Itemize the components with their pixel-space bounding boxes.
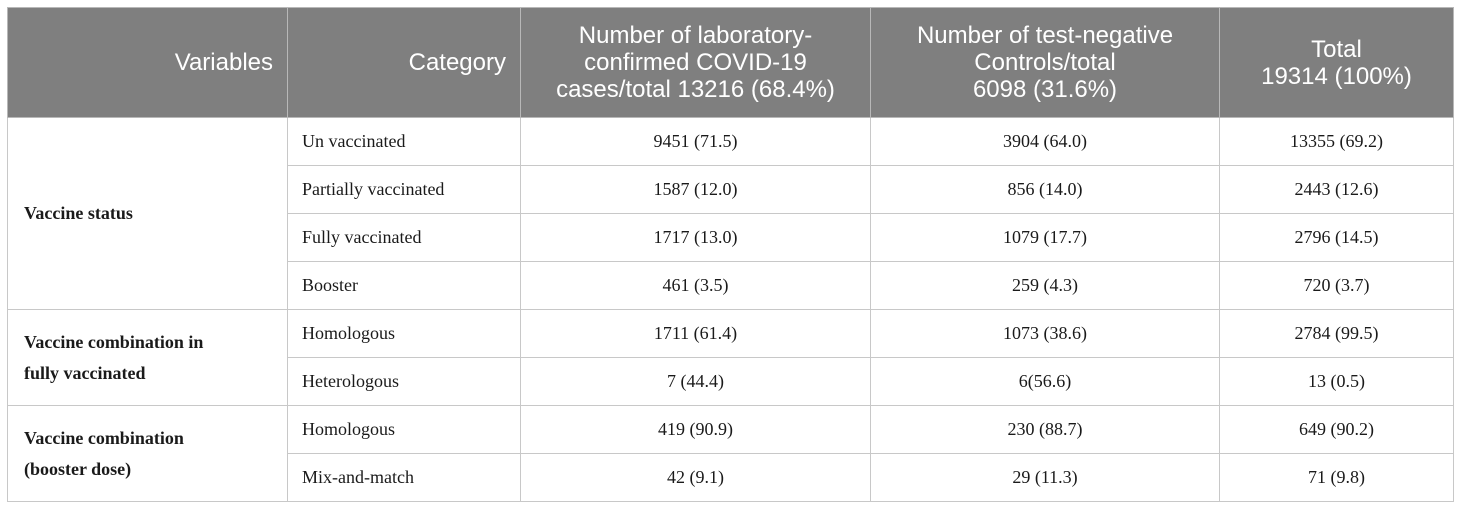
total-cell: 2796 (14.5) [1219,213,1454,262]
category-cell: Un vaccinated [287,117,521,166]
table-row: Mix-and-match 42 (9.1) 29 (11.3) 71 (9.8… [8,453,1454,502]
cases-cell: 1711 (61.4) [520,309,871,358]
header-total-line: Total [1311,35,1362,63]
cases-cell: 42 (9.1) [520,453,871,502]
table-row: Vaccine combination (booster dose) Homol… [7,405,1454,502]
category-cell: Booster [287,261,521,310]
cases-cell: 7 (44.4) [520,357,871,406]
header-controls-line: Number of test-negative [916,22,1174,49]
controls-cell: 230 (88.7) [870,405,1220,454]
category-cell: Homologous [287,405,521,454]
header-controls-line: 6098 (31.6%) [972,76,1118,103]
total-cell: 71 (9.8) [1219,453,1454,502]
controls-cell: 1073 (38.6) [870,309,1220,358]
group-label-combination-booster: Vaccine combination (booster dose) [7,405,288,502]
group-label-vaccine-status: Vaccine status [7,117,288,310]
header-total-line: 19314 (100%) [1261,62,1412,90]
header-category-label: Category [408,49,506,76]
header-total: Total 19314 (100%) [1219,7,1454,118]
category-cell: Partially vaccinated [287,165,521,214]
controls-cell: 6(56.6) [870,357,1220,406]
controls-cell: 3904 (64.0) [870,117,1220,166]
category-cell: Fully vaccinated [287,213,521,262]
total-cell: 2443 (12.6) [1219,165,1454,214]
header-cases-line: cases/total 13216 (68.4%) [556,76,835,103]
controls-cell: 259 (4.3) [870,261,1220,310]
controls-cell: 1079 (17.7) [870,213,1220,262]
table-row: Heterologous 7 (44.4) 6(56.6) 13 (0.5) [8,357,1454,406]
header-category: Category [287,7,521,118]
group-label-line: (booster dose) [24,458,132,479]
total-cell: 13 (0.5) [1219,357,1454,406]
header-controls-line: Controls/total [974,49,1116,76]
header-cases-line: Number of laboratory- [578,22,813,49]
group-label-line: fully vaccinated [24,362,146,383]
table-row: Booster 461 (3.5) 259 (4.3) 720 (3.7) [8,261,1454,310]
total-cell: 720 (3.7) [1219,261,1454,310]
header-controls: Number of test-negative Controls/total 6… [870,7,1220,118]
table-row: Partially vaccinated 1587 (12.0) 856 (14… [8,165,1454,214]
category-cell: Homologous [287,309,521,358]
table-row: Vaccine combination in fully vaccinated … [7,309,1454,406]
category-cell: Mix-and-match [287,453,521,502]
cases-cell: 9451 (71.5) [520,117,871,166]
category-cell: Heterologous [287,357,521,406]
header-variables-label: Variables [174,49,273,76]
cases-cell: 1587 (12.0) [520,165,871,214]
controls-cell: 856 (14.0) [870,165,1220,214]
header-cases-line: confirmed COVID-19 [584,49,807,76]
controls-cell: 29 (11.3) [870,453,1220,502]
total-cell: 649 (90.2) [1219,405,1454,454]
cases-cell: 419 (90.9) [520,405,871,454]
table-row: Vaccine status Un vaccinated 9451 (71.5)… [7,117,1454,310]
cases-cell: 1717 (13.0) [520,213,871,262]
total-cell: 13355 (69.2) [1219,117,1454,166]
header-cases: Number of laboratory- confirmed COVID-19… [520,7,871,118]
group-label-line: Vaccine combination [24,427,184,448]
data-table: Variables Category Number of laboratory-… [7,7,1454,502]
total-cell: 2784 (99.5) [1219,309,1454,358]
header-variables: Variables [7,7,288,118]
group-label-line: Vaccine combination in [24,331,204,352]
group-label-line: Vaccine status [24,203,133,223]
group-label-combination-fully-vaccinated: Vaccine combination in fully vaccinated [7,309,288,406]
header-row: Variables Category Number of laboratory-… [7,7,1454,118]
table-row: Fully vaccinated 1717 (13.0) 1079 (17.7)… [8,213,1454,262]
cases-cell: 461 (3.5) [520,261,871,310]
